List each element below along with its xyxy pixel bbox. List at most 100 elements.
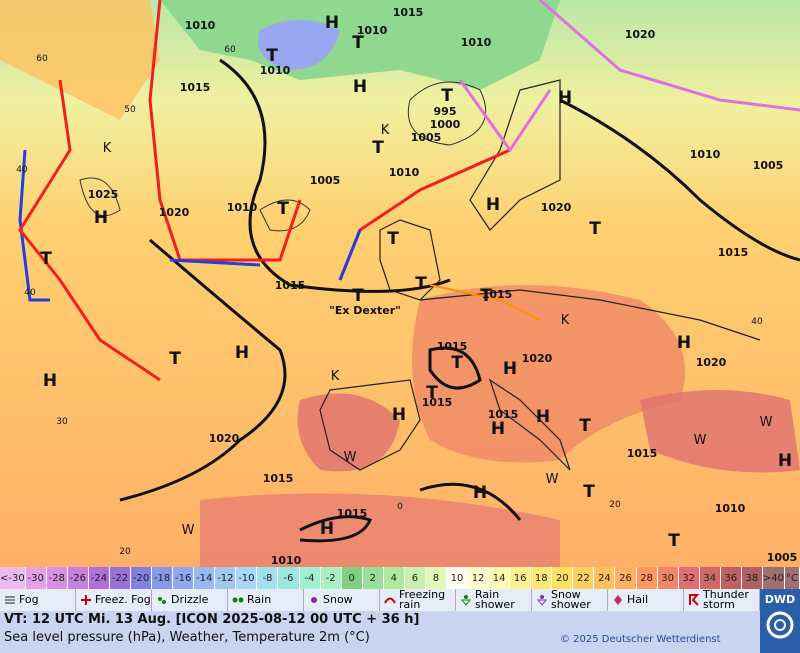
- temperature-cell: 30: [657, 567, 679, 589]
- pressure-center: K: [381, 123, 390, 138]
- weather-legend-item: Rain: [228, 589, 304, 611]
- warm-front: [18, 79, 161, 382]
- temperature-cell: 24: [594, 567, 616, 589]
- pressure-center: T: [372, 138, 384, 158]
- temperature-legend: <-30 -30 -28 -26 -24 -22 -20 -18 -16 -14 -12 -10 -8-…: [0, 567, 800, 589]
- isobar-label: 1025: [88, 188, 119, 201]
- pressure-center: H: [558, 88, 572, 108]
- logo-icon: [766, 611, 794, 639]
- temperature-cell: 10: [446, 567, 469, 589]
- weather-legend-item: Freezing rain: [380, 589, 456, 611]
- temperature-cell: -18: [152, 567, 174, 589]
- pressure-center: H: [94, 208, 108, 228]
- pressure-center: H: [320, 519, 334, 539]
- grid-label: 0: [397, 502, 403, 512]
- grid-label: 40: [16, 165, 28, 175]
- grid-label: 30: [56, 417, 68, 427]
- pressure-center: W: [344, 450, 357, 465]
- temperature-cell: <-30: [0, 567, 26, 589]
- temperature-cell: >40: [762, 567, 786, 589]
- temperature-cell: 14: [489, 567, 511, 589]
- temperature-cell: -16: [173, 567, 195, 589]
- pressure-center: T: [668, 531, 680, 551]
- description: Sea level pressure (hPa), Weather, Tempe…: [4, 630, 370, 645]
- weather-icon: [232, 597, 244, 603]
- temperature-cell: 26: [615, 567, 637, 589]
- isobar-label: 1015: [718, 246, 749, 259]
- weather-icon: [81, 595, 91, 605]
- pressure-center: T: [352, 33, 364, 53]
- isobar-label: 1015: [482, 288, 513, 301]
- pressure-center: T: [579, 416, 591, 436]
- pressure-center: H: [778, 451, 792, 471]
- isobar-label: 1020: [159, 206, 190, 219]
- weather-icon: [384, 597, 396, 604]
- grid-label: 40: [24, 288, 36, 298]
- pressure-center: T: [480, 286, 492, 306]
- isobar-label: 1010: [271, 554, 302, 567]
- weather-label: Thunder storm: [703, 588, 749, 611]
- pressure-center: H: [491, 419, 505, 439]
- weather-label: Snow shower: [551, 588, 591, 611]
- isobar-label: 1005: [310, 174, 341, 187]
- pressure-center: H: [353, 77, 367, 97]
- isobar-label: 1015: [627, 447, 658, 460]
- weather-legend-item: Rain shower: [456, 589, 532, 611]
- pressure-center: W: [694, 433, 707, 448]
- temperature-cell: -30: [25, 567, 47, 589]
- cold-area: [160, 0, 560, 90]
- isobar-label: 1010: [357, 24, 388, 37]
- logo-text: DWD: [764, 593, 796, 606]
- pressure-center: T: [583, 482, 595, 502]
- weather-icon: [5, 596, 15, 604]
- weather-legend-item: Drizzle: [152, 589, 228, 611]
- isobar-label: 1015: [275, 279, 306, 292]
- isobar-label: 1020: [696, 356, 727, 369]
- hot-area: [200, 493, 560, 567]
- cold-front: [338, 229, 362, 281]
- isobar-label: 1015: [263, 472, 294, 485]
- pressure-center: T: [169, 349, 181, 369]
- weather-label: Rain shower: [475, 588, 515, 611]
- weather-label: Freezing rain: [399, 588, 446, 611]
- pressure-center: H: [235, 343, 249, 363]
- pressure-center: T: [451, 353, 463, 373]
- weather-icon: [311, 597, 317, 603]
- trough: [429, 284, 541, 321]
- valid-time: VT: 12 UTC Mi. 13 Aug. [ICON 2025-08-12 …: [4, 612, 420, 627]
- warm-front: [148, 0, 302, 262]
- coastlines: [319, 79, 761, 471]
- temperature-cell: 36: [720, 567, 742, 589]
- hot-area: [412, 285, 685, 463]
- temperature-cell: -22: [109, 567, 132, 589]
- temperature-cell: -6: [278, 567, 300, 589]
- temperature-cell: 2: [362, 567, 384, 589]
- pressure-center: K: [331, 369, 340, 384]
- hot-area: [297, 393, 400, 472]
- pressure-center: T: [415, 274, 427, 294]
- annotation: "Ex Dexter": [329, 304, 401, 317]
- occlusion: [458, 79, 552, 153]
- cold-front: [169, 258, 261, 267]
- weather-legend-item: Hail: [608, 589, 684, 611]
- temperature-cell: -12: [215, 567, 237, 589]
- isobar-label: 1000: [430, 118, 461, 131]
- temperature-cell: 32: [678, 567, 700, 589]
- unit: °C: [785, 567, 800, 589]
- pressure-center: T: [40, 249, 52, 269]
- isobar-label: 1005: [753, 159, 784, 172]
- temperature-cell: 4: [383, 567, 405, 589]
- cold-front: [18, 149, 50, 302]
- isobar-label: 1010: [461, 36, 492, 49]
- temperature-cell: 0: [341, 567, 363, 589]
- grid-label: 50: [124, 105, 136, 115]
- temperature-cell: -24: [88, 567, 110, 589]
- temperature-cell: -28: [46, 567, 68, 589]
- weather-legend-item: Snow shower: [532, 589, 608, 611]
- isobar-label: 1010: [690, 148, 721, 161]
- weather-icon: [536, 595, 548, 606]
- isobar-label: 1020: [209, 432, 240, 445]
- pressure-center: W: [760, 415, 773, 430]
- isobar-label: 1015: [393, 6, 424, 19]
- temperature-cell: 12: [468, 567, 490, 589]
